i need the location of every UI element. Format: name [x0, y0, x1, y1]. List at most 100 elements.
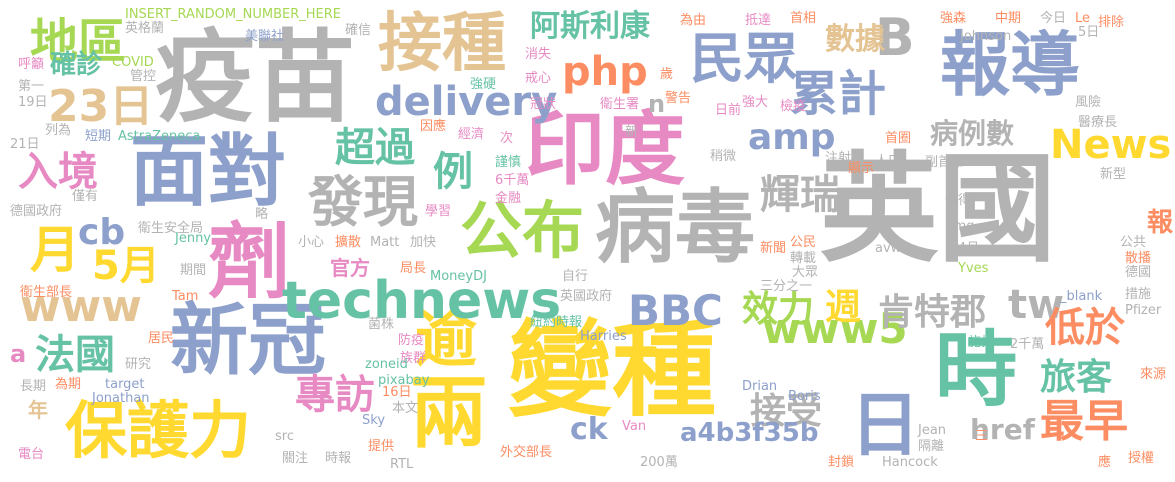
word: 副首席: [925, 155, 965, 170]
word: 逾: [415, 302, 478, 375]
word: 第一: [18, 79, 45, 94]
word: 醫療長: [1078, 115, 1118, 130]
word: 值得: [945, 193, 972, 208]
word: 為期: [55, 377, 82, 392]
word: 大眾: [792, 265, 819, 280]
word: 呼籲: [18, 57, 45, 72]
word: 專訪: [295, 372, 375, 418]
word: 公布: [460, 194, 585, 267]
word: cb: [78, 212, 126, 253]
word: 變種: [508, 309, 717, 431]
word: Jonathan: [92, 391, 150, 406]
word: 提供: [368, 439, 395, 454]
word: ck: [570, 412, 608, 447]
word: 面對: [130, 127, 287, 217]
word: n: [648, 90, 666, 118]
word: 衛生部長: [20, 285, 73, 300]
word: 日前: [715, 103, 742, 118]
word: B: [875, 8, 915, 68]
word: 抵達: [745, 13, 772, 28]
word: COVID: [112, 55, 154, 70]
word: target: [105, 377, 145, 392]
word: 肯特郡: [878, 292, 987, 333]
word: 法國: [35, 332, 115, 378]
word: src: [275, 429, 294, 444]
word: 官方: [330, 256, 370, 280]
word: 小心: [298, 235, 325, 250]
word: 報: [1146, 208, 1173, 238]
word: 警告: [665, 91, 692, 106]
word: 自行: [562, 269, 589, 284]
word: 人口: [875, 154, 902, 169]
word: 新冠: [170, 296, 327, 386]
word: 數據: [825, 22, 885, 57]
word: 5日: [1078, 25, 1100, 40]
word: 23日: [48, 81, 154, 132]
word: 時報: [325, 451, 352, 466]
word: 管控: [130, 69, 157, 84]
word: Le: [1075, 11, 1091, 26]
word: RTL: [390, 457, 414, 472]
word: zoneid: [365, 357, 408, 372]
word: 低於: [1045, 305, 1125, 351]
word: Yves: [958, 261, 989, 276]
word: 英國: [820, 140, 1057, 278]
word: BBC: [628, 286, 723, 335]
word: 地區: [30, 14, 127, 70]
word: 防疫: [398, 333, 425, 348]
word: 保護力: [65, 394, 252, 467]
word: 注射: [825, 151, 852, 166]
word: 報導: [940, 24, 1080, 106]
word: 2千萬: [1010, 337, 1045, 352]
word: 歲: [660, 67, 674, 82]
word: 衛生署: [600, 97, 640, 112]
word: Hancock: [882, 455, 938, 470]
word: 首相: [790, 11, 817, 26]
word: 施打: [968, 335, 995, 350]
word: 期間: [180, 263, 207, 278]
word: 劑: [208, 215, 291, 310]
word: 接受: [750, 391, 823, 432]
word: 轉載: [790, 251, 817, 266]
word: 風險: [1075, 95, 1102, 110]
word: 旅客: [1040, 357, 1113, 398]
word: 21日: [10, 137, 40, 152]
word: 擴散: [335, 235, 362, 250]
word: 次: [500, 131, 514, 146]
word: 效力: [742, 289, 815, 330]
word: 首圈: [885, 131, 912, 146]
word: AstraZeneca: [118, 129, 201, 144]
word: 經濟: [458, 127, 485, 142]
word: 月: [30, 221, 80, 279]
word: 本文: [392, 401, 419, 416]
word: Matt: [370, 235, 400, 250]
word: 英格蘭: [125, 21, 165, 36]
word: 德國: [1125, 265, 1152, 280]
word: 新: [625, 125, 639, 140]
word: 菌株: [368, 317, 395, 332]
word: 強大: [742, 95, 769, 110]
word: 來源: [1140, 367, 1167, 382]
word: 謹慎: [495, 155, 522, 170]
word: 累計: [790, 66, 887, 122]
word: 19日: [18, 95, 48, 110]
word: 接種: [378, 7, 506, 81]
word: 確診: [50, 50, 103, 80]
word: 民眾: [690, 27, 798, 90]
word: 三分之一: [760, 279, 813, 294]
word: a: [10, 340, 27, 368]
word: amp: [748, 117, 836, 158]
word: 印度: [525, 103, 685, 196]
word: 公共: [1120, 235, 1147, 250]
word: 新聞: [760, 241, 787, 256]
word: img: [950, 219, 975, 234]
word: 封鎖: [828, 455, 855, 470]
word: 僅有: [72, 189, 99, 204]
word: 公民: [790, 235, 817, 250]
word: 阿斯利康: [530, 9, 650, 44]
word: 確信: [345, 23, 372, 38]
word: Harries: [580, 329, 627, 344]
word: www: [20, 281, 142, 332]
word: 6千萬: [495, 173, 530, 188]
